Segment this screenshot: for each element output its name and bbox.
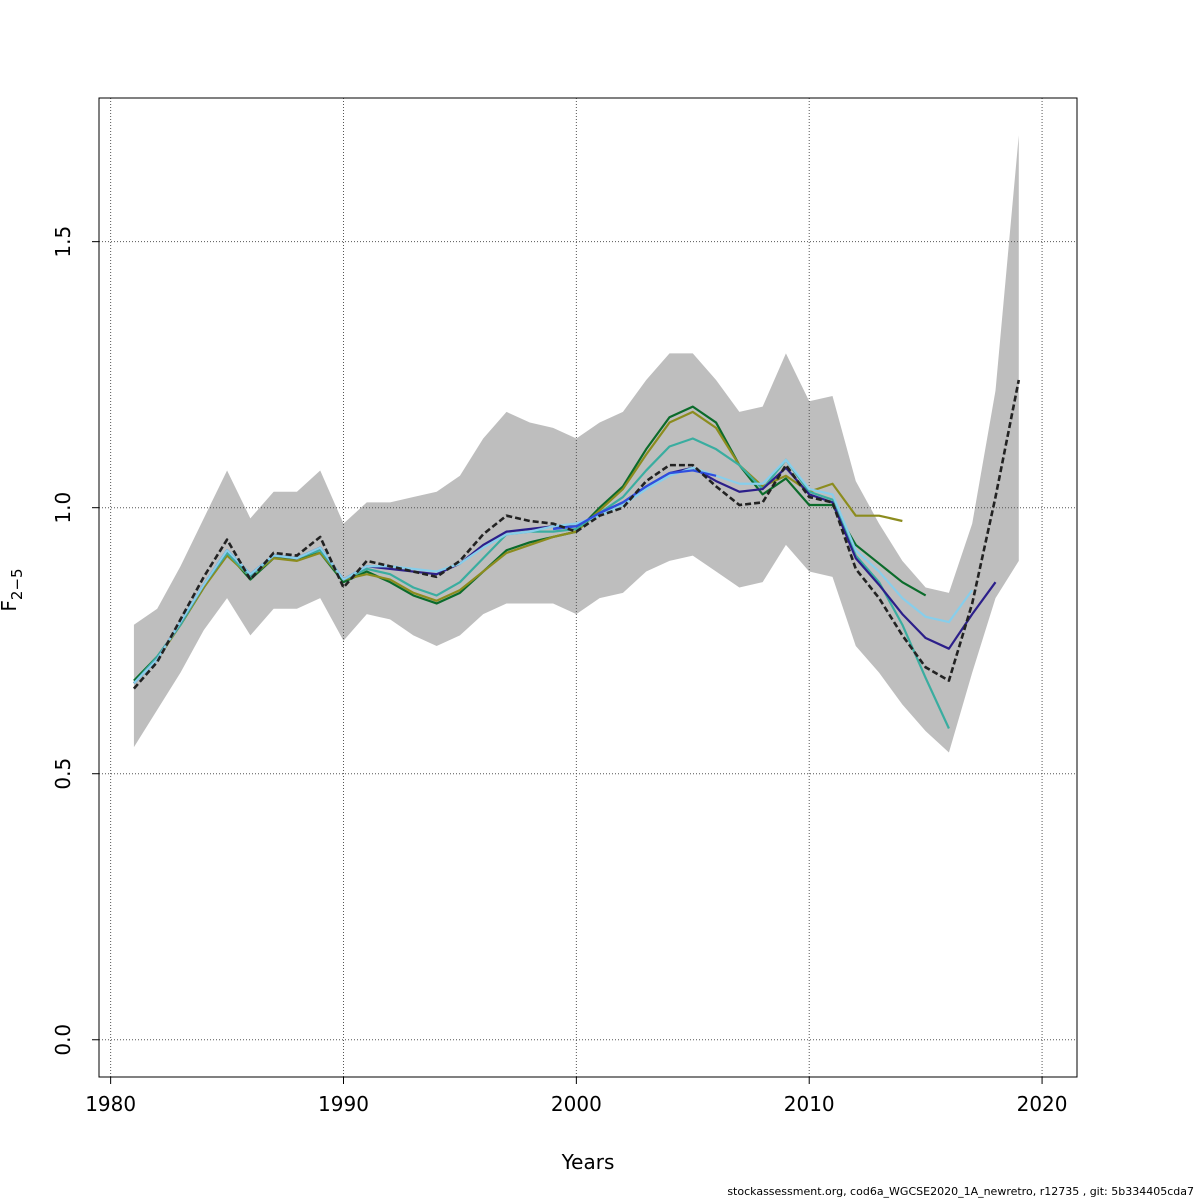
y-tick-label: 1.5 [51,226,75,258]
x-tick-label: 1990 [318,1092,369,1116]
y-axis-title-main: F [0,600,21,612]
series-line-7 [132,379,1021,690]
x-tick-label: 2000 [551,1092,602,1116]
series-lines [132,379,1021,729]
y-tick-label: 1.0 [51,492,75,524]
x-tick-label: 2020 [1017,1092,1068,1116]
y-tick-label: 0.0 [51,1024,75,1056]
axes: 1980 1990 2000 2010 2020 0.0 0.5 1.0 1.5 [51,226,1068,1116]
series-line-5 [133,458,974,685]
x-axis-title: Years [561,1150,615,1174]
gridlines [99,98,1077,1077]
x-tick-label: 2010 [784,1092,835,1116]
x-tick-label: 1980 [85,1092,136,1116]
plot-frame [98,97,1078,1078]
y-tick-label: 0.5 [51,758,75,790]
series-line-6 [552,469,717,531]
svg-text:F2−5: F2−5 [0,568,26,611]
y-axis-title-subscript: 2−5 [8,568,26,600]
y-axis-title: F2−5 [0,568,26,611]
footer-credit: stockassessment.org, cod6a_WGCSE2020_1A_… [727,1185,1194,1198]
